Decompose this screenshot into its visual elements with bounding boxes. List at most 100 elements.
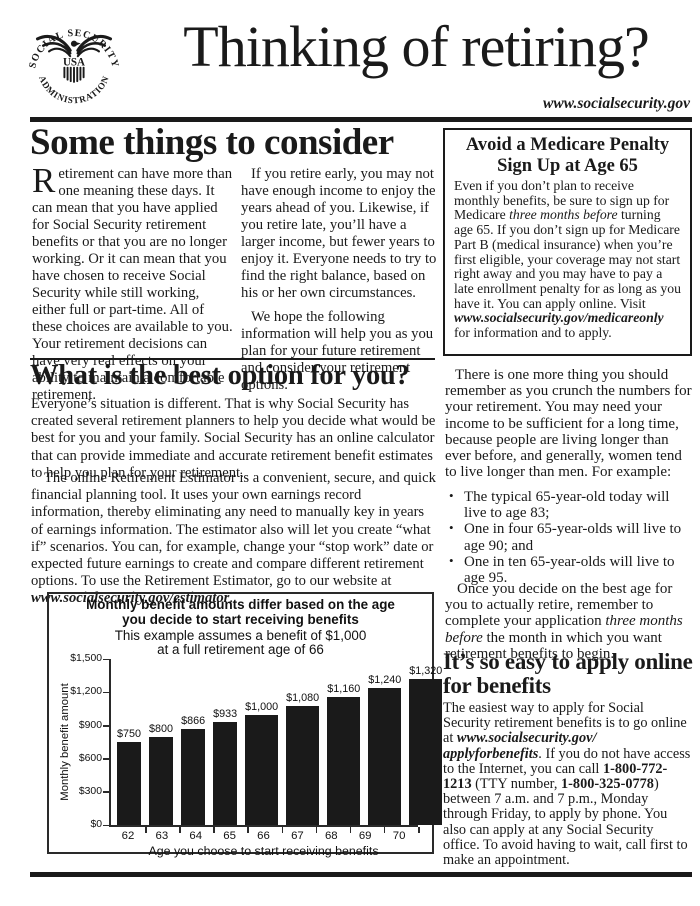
bar-slot: $1,320 <box>409 665 443 826</box>
chart-x-axis-label: Age you choose to start receiving benefi… <box>148 844 379 859</box>
x-tick-label: 69 <box>358 830 372 843</box>
x-tick-mark <box>179 827 181 834</box>
bar <box>213 721 238 826</box>
y-tick-mark <box>103 791 111 793</box>
list-item: • The typical 65-year-old today will live… <box>447 488 692 522</box>
medicare-url: medicareonly <box>587 310 664 326</box>
medicare-heading-line2: Sign Up at Age 65 <box>497 155 638 176</box>
bar-slot: $1,240 <box>368 673 402 826</box>
bar-slot: $1,080 <box>286 691 320 826</box>
paragraph-text: etirement can have more than one meaning… <box>32 166 233 403</box>
bar <box>181 729 206 826</box>
chart-subtitle: This example assumes a benefit of $1,000… <box>114 627 367 658</box>
bar-value-label: $933 <box>213 707 238 720</box>
bar-value-label: $1,160 <box>327 682 361 695</box>
bar <box>368 687 402 826</box>
x-tick-label: 64 <box>189 830 203 843</box>
bar-slot: $800 <box>149 722 174 826</box>
footer-rule <box>30 872 692 877</box>
x-tick-mark <box>247 827 250 834</box>
x-tick-label: 63 <box>155 830 169 843</box>
paragraph: Once you decide on the best age for you … <box>445 581 692 662</box>
chart-title: Monthly benefit amounts differ based on … <box>86 597 395 627</box>
list-item: • One in four 65-year-olds will live to a… <box>447 520 692 553</box>
y-tick-label: $300 <box>78 786 102 797</box>
paragraph-text: the month in which you want retirement b… <box>445 629 662 662</box>
bar-value-label: $1,080 <box>286 691 320 704</box>
list-item: • One in ten 65-year-olds will live to ag… <box>447 552 692 587</box>
paragraph-text: for information and to apply. <box>454 325 612 341</box>
paragraph: The easiest way to apply for Social Secu… <box>443 700 693 869</box>
y-tick-mark <box>103 758 111 760</box>
y-tick-label: $900 <box>78 719 102 731</box>
x-tick-label: 70 <box>392 830 406 843</box>
x-tick-mark <box>213 827 215 834</box>
bar-value-label: $800 <box>149 722 174 735</box>
emphasis-text: three months before <box>445 613 683 646</box>
section-heading-some-things: Some things to consider <box>30 122 394 163</box>
apply-url: applyforbenefits <box>443 745 539 762</box>
bar-slot: $933 <box>213 707 238 826</box>
section-heading-easy-apply: It’s so easy to apply online for benefit… <box>443 649 693 698</box>
benefit-chart: Monthly benefit amounts differ based on … <box>47 592 443 858</box>
paragraph: The online Retirement Estimator is a con… <box>31 470 437 608</box>
ssa-seal-icon: SOCIAL SECURITY ADMINISTRATION USA <box>27 28 119 105</box>
bullet-icon: • <box>449 552 454 568</box>
y-tick-label: $1,500 <box>70 653 102 665</box>
list-item-text: The typical 65-year-old today will live … <box>464 489 670 522</box>
bar-value-label: $1,000 <box>245 700 279 713</box>
x-tick-mark <box>418 827 420 834</box>
paragraph-text: ) between 7 a.m. and 7 p.m., Monday thro… <box>443 776 688 869</box>
bar-value-label: $1,240 <box>368 673 402 686</box>
phone-number: 1-800-772-1213 <box>443 760 668 793</box>
header-rule <box>30 117 692 122</box>
x-tick-label: 67 <box>291 830 304 843</box>
x-tick-label: 62 <box>121 830 135 843</box>
bar <box>117 742 142 826</box>
paragraph-text: . If you do not have access to the Inter… <box>443 745 691 777</box>
bar <box>409 679 443 826</box>
x-tick-label: 68 <box>324 830 338 843</box>
bar <box>245 714 279 826</box>
bar <box>327 696 361 826</box>
list-item-text: One in ten 65-year-olds will live to age… <box>464 553 675 587</box>
bullet-icon: • <box>449 520 454 536</box>
apply-url: www.socialsecurity.gov/ <box>456 730 597 747</box>
paragraph-text: (TTY number, <box>471 776 562 793</box>
y-tick-label: $600 <box>78 752 102 764</box>
eagle-icon <box>35 34 113 83</box>
y-tick-label: $1,200 <box>70 686 102 698</box>
x-tick-mark <box>145 827 147 834</box>
tty-phone-number: 1-800-325-0778 <box>561 776 654 793</box>
paragraph-text: Once you decide on the best age for you … <box>445 581 673 630</box>
bar <box>149 736 174 826</box>
medicare-box-heading: Avoid a Medicare Penalty Sign Up at Age 6… <box>454 135 681 176</box>
bar-slot: $750 <box>117 728 142 826</box>
x-tick-mark <box>315 827 318 834</box>
emphasis-text: three months before <box>509 207 618 223</box>
website-url: www.socialsecurity.gov <box>543 95 690 112</box>
x-tick-label: 65 <box>223 830 236 843</box>
section-heading-best-option: What is the best option for you? <box>30 360 410 391</box>
y-tick-mark <box>103 658 111 661</box>
paragraph-text: The easiest way to apply for Social Secu… <box>443 700 687 747</box>
y-tick-mark <box>103 824 111 827</box>
paragraph-text: turning age 65. If you don’t sign up for… <box>454 207 681 311</box>
chart-plot-area: Monthly benefit amount $0 $300 $600 $900 $1,… <box>59 653 443 834</box>
paragraph: Even if you don’t plan to receive monthl… <box>454 178 681 341</box>
estimator-url: www.socialsecurity.gov/estimator <box>31 590 230 607</box>
dropcap: R <box>32 161 56 200</box>
x-tick-label: 66 <box>257 830 270 843</box>
paragraph-text: The online Retirement Estimator is a con… <box>31 470 436 590</box>
page-title: Thinking of retiring? <box>183 14 649 79</box>
paragraph: If you retire early, you may not have en… <box>241 166 437 301</box>
y-tick-label: $0 <box>90 819 102 831</box>
paragraph: There is one more thing you should remem… <box>445 367 692 481</box>
chart-x-labels: 62 63 64 65 66 67 68 69 70 <box>109 830 418 842</box>
paragraph: We hope the following information will h… <box>241 309 434 393</box>
bullet-icon: • <box>449 488 454 503</box>
bar-slot: $1,160 <box>327 682 361 826</box>
